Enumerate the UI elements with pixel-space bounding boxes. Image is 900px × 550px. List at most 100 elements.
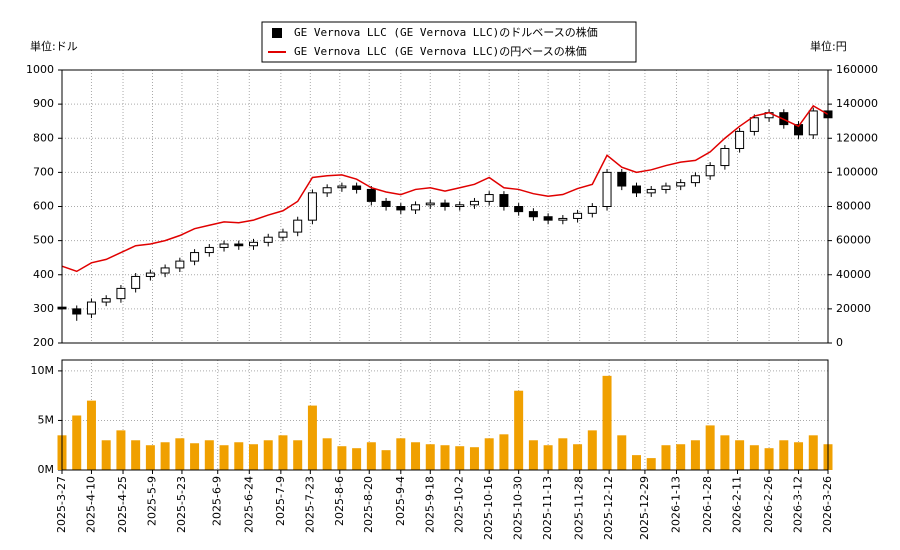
volume-bar <box>705 425 715 470</box>
y2-tick-label: 140000 <box>836 97 878 110</box>
y2-tick-label: 120000 <box>836 131 878 144</box>
candle-body <box>72 308 82 315</box>
candle-body <box>396 206 406 211</box>
candle-body <box>190 252 200 262</box>
volume-bar <box>396 438 406 470</box>
candle-body <box>469 200 479 206</box>
y-tick-label: 900 <box>33 97 54 110</box>
legend-swatch <box>272 28 282 38</box>
candle-body <box>204 246 214 254</box>
price-line <box>61 104 829 273</box>
x-tick-label: 2025-11-13 <box>541 476 554 540</box>
x-tick-label: 2025-7-9 <box>274 476 287 526</box>
candle-body <box>484 194 494 202</box>
volume-bar <box>528 440 538 470</box>
candle-body <box>543 216 553 221</box>
volume-bar <box>116 430 126 470</box>
candle-body <box>116 287 126 300</box>
volume-bar <box>366 442 376 470</box>
volume-bar <box>425 444 435 470</box>
volume-bar <box>278 435 288 470</box>
candle-body <box>219 243 229 248</box>
volume-bar <box>499 434 509 470</box>
x-tick-label: 2025-4-10 <box>84 476 97 533</box>
volume-bar <box>263 440 273 470</box>
volume-bar <box>617 435 627 470</box>
y-tick-label: 10M <box>31 364 55 377</box>
x-tick-label: 2025-8-20 <box>362 476 375 533</box>
y2-tick-label: 0 <box>836 336 843 349</box>
volume-bar <box>249 444 258 470</box>
volume-bar <box>307 405 317 470</box>
volume-bar <box>440 445 450 470</box>
candle-body <box>86 301 96 315</box>
candle-body <box>307 192 317 221</box>
volume-bar <box>779 440 789 470</box>
volume-bar <box>234 442 244 470</box>
volume-bar <box>352 448 362 470</box>
y-axis-label: 単位:ドル <box>30 39 78 53</box>
y2-tick-label: 20000 <box>836 302 871 315</box>
volume-bar <box>690 440 700 470</box>
candle-body <box>514 206 524 213</box>
candle-body <box>263 236 273 243</box>
candle-body <box>381 200 391 208</box>
y-tick-label: 800 <box>33 131 54 144</box>
volume-bar <box>219 445 229 470</box>
volume-bar <box>469 447 479 470</box>
candle-body <box>366 188 376 202</box>
candle-body <box>794 124 804 136</box>
candle-body <box>101 298 111 303</box>
volume-bar <box>455 446 465 470</box>
volume-bar <box>101 440 111 470</box>
candle-body <box>322 187 332 194</box>
candle-body <box>160 267 170 274</box>
volume-bar <box>558 438 568 470</box>
candle-body <box>735 130 745 149</box>
x-tick-label: 2025-12-12 <box>602 476 615 540</box>
candle-body <box>278 231 288 238</box>
y-tick-label: 1000 <box>26 63 54 76</box>
candle-body <box>661 185 671 190</box>
candle-body <box>234 243 244 247</box>
candle-body <box>411 204 421 211</box>
volume-bar <box>322 438 332 470</box>
candle-body <box>425 202 435 206</box>
candle-body <box>293 219 303 233</box>
legend-label: GE Vernova LLC (GE Vernova LLC)の円ベースの株価 <box>294 44 587 58</box>
candle-body <box>175 260 185 269</box>
x-tick-label: 2025-6-9 <box>211 476 224 526</box>
x-tick-label: 2026-3-26 <box>821 476 834 533</box>
y-tick-label: 600 <box>33 200 54 213</box>
volume-bar <box>764 448 774 470</box>
legend <box>261 21 637 63</box>
volume-bar <box>145 445 155 470</box>
plot-frame <box>61 359 829 471</box>
x-tick-label: 2025-7-23 <box>303 476 316 533</box>
x-tick-label: 2026-1-28 <box>701 476 714 533</box>
x-tick-label: 2025-8-6 <box>333 476 346 526</box>
candle-body <box>455 204 465 207</box>
candle-body <box>808 110 818 136</box>
x-tick-label: 2026-3-12 <box>792 476 805 533</box>
candle-body <box>602 171 612 207</box>
y-tick-label: 200 <box>33 336 54 349</box>
x-tick-label: 2026-1-13 <box>669 476 682 533</box>
y2-tick-label: 60000 <box>836 234 871 247</box>
x-tick-label: 2025-5-23 <box>175 476 188 533</box>
volume-bar <box>646 458 656 470</box>
y-tick-label: 400 <box>33 268 54 281</box>
candle-body <box>646 188 656 194</box>
y-tick-label: 0M <box>38 463 55 476</box>
candle-body <box>499 194 509 207</box>
candle-body <box>617 171 627 187</box>
volume-bar <box>720 435 730 470</box>
candle-body <box>558 217 568 221</box>
y-tick-label: 300 <box>33 302 54 315</box>
volume-bar <box>602 375 612 470</box>
volume-bar <box>661 445 671 470</box>
volume-bar <box>587 430 597 470</box>
x-tick-label: 2025-10-30 <box>512 476 525 540</box>
candle-body <box>337 185 347 189</box>
